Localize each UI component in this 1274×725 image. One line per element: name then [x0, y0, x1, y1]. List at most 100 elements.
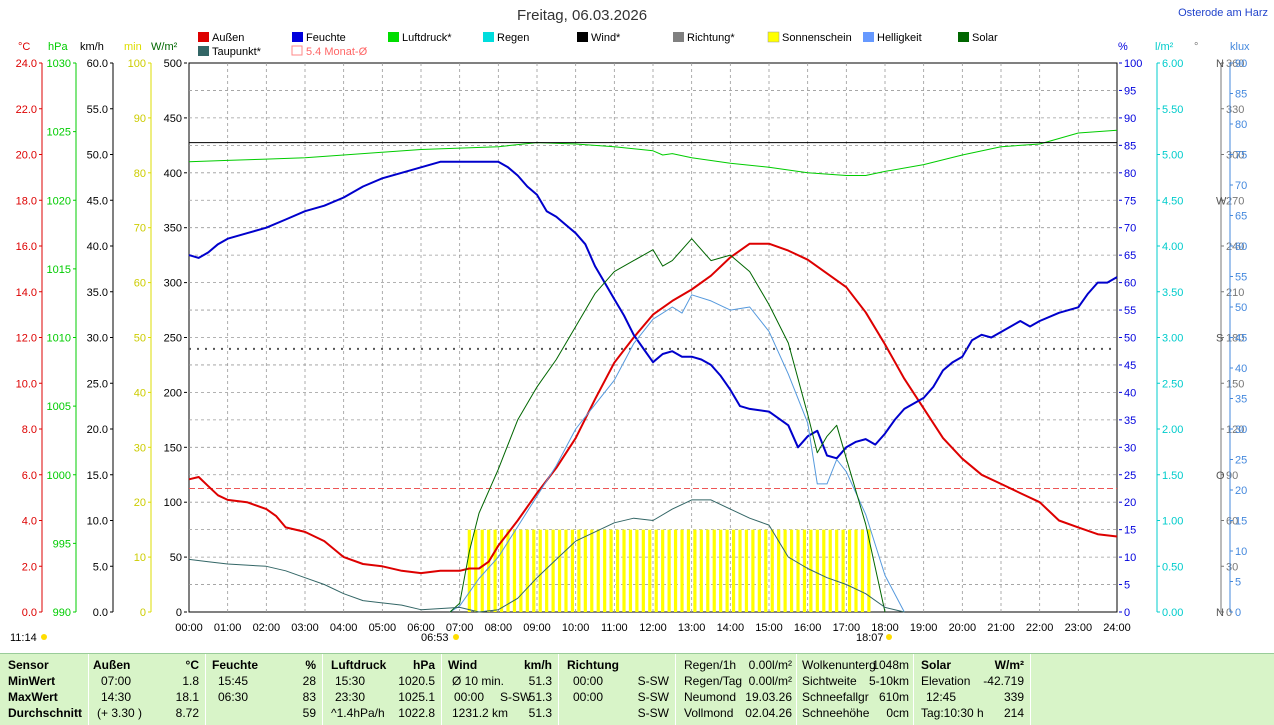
axis-label-wind: 25.0 [87, 378, 108, 390]
sunshine-bar [764, 529, 768, 612]
axis-label-wind: 10.0 [87, 516, 108, 528]
wind-distance: 1231.2 km [452, 706, 509, 720]
axis-label-wind: 50.0 [87, 150, 108, 162]
solar-header: Solar [921, 658, 952, 672]
axis-label-rain: 2.50 [1162, 378, 1183, 390]
sichtweite-value: 5-10km [868, 674, 909, 688]
axis-label-temp: 2.0 [22, 561, 37, 573]
axis-label-sun: 0 [140, 607, 146, 619]
sunshine-bar [757, 529, 761, 612]
axis-label-direction: 0 [1226, 607, 1232, 619]
vollmond-label: Vollmond [684, 706, 734, 720]
axis-label-humidity: 15 [1124, 525, 1136, 537]
summary-feuchte: Feuchte % 15:45 28 06:30 83 59 [206, 654, 322, 725]
unit-temp: °C [18, 41, 30, 53]
summary-aussen: Außen °C 07:00 1.8 14:30 18.1 (+ 3.30 ) … [89, 654, 205, 725]
axes: 0.0 2.0 4.0 6.0 8.0 10.0 12.0 14.0 16.0 18.0 20.0 2… [16, 58, 1248, 619]
time-tick-label: 19:00 [910, 622, 938, 634]
axis-compass-label: W [1216, 195, 1227, 207]
axis-label-lux: 40 [1235, 363, 1247, 375]
sunshine-bar [648, 529, 652, 612]
axis-label-temp: 18.0 [16, 195, 37, 207]
axis-label-rain: 1.50 [1162, 470, 1183, 482]
sunshine-bar [590, 529, 594, 612]
axis-label-rain: 6.00 [1162, 58, 1183, 70]
axis-label-wind: 40.0 [87, 241, 108, 253]
axis-label-sun: 100 [128, 58, 146, 70]
time-tick-label: 21:00 [987, 622, 1015, 634]
feuchte-min-value: 28 [302, 674, 316, 688]
axis-label-wind: 0.0 [93, 607, 108, 619]
feuchte-avg-value: 59 [302, 706, 316, 720]
axis-label-wind: 55.0 [87, 104, 108, 116]
sunshine-bar [545, 529, 549, 612]
sunshine-bar [828, 529, 832, 612]
axis-label-rain: 3.50 [1162, 287, 1183, 299]
axis-label-lux: 70 [1235, 180, 1247, 192]
series-line-luftdruck [188, 129, 1118, 176]
legend-swatch-helligkeit [863, 32, 874, 42]
time-tick-label: 08:00 [485, 622, 513, 634]
solar-unit: W/m² [994, 658, 1024, 672]
sunshine-bar [596, 529, 600, 612]
axis-label-temp: 22.0 [16, 104, 37, 116]
sunset-icon [886, 634, 892, 640]
axis-label-lux: 85 [1235, 89, 1247, 101]
sensor-row-avg: Durchschnitt [8, 706, 83, 720]
axis-label-humidity: 45 [1124, 360, 1136, 372]
chart-title: Freitag, 06.03.2026 [517, 7, 647, 24]
axis-label-solar: 250 [164, 333, 182, 345]
axis-label-humidity: 10 [1124, 552, 1136, 564]
series-line-auen [188, 242, 1118, 575]
luftdruck-min-value: 1020.5 [398, 674, 435, 688]
wolkenunterg-value: 1048m [872, 658, 909, 672]
axis-label-wind: 60.0 [87, 58, 108, 70]
time-tick-label: 00:00 [175, 622, 203, 634]
axis-label-temp: 0.0 [22, 607, 37, 619]
axis-label-lux: 0 [1235, 607, 1241, 619]
sunshine-bar [809, 529, 813, 612]
richtung-min-value: S-SW [637, 674, 669, 688]
legend-swatch-luftdruck [388, 32, 399, 42]
sunshine-bar [538, 529, 542, 612]
summary-panel: Sensor MinWert MaxWert Durchschnitt Auße… [0, 653, 1274, 725]
sunshine-bar [551, 529, 555, 612]
sunshine-bar [583, 529, 587, 612]
time-tick-label: 04:00 [330, 622, 358, 634]
sunshine-bar [499, 529, 504, 612]
sunshine-bar [725, 529, 729, 612]
axis-label-pressure: 1025 [47, 127, 71, 139]
axis-label-humidity: 55 [1124, 305, 1136, 317]
wind-header: Wind [448, 658, 478, 672]
axis-label-humidity: 90 [1124, 113, 1136, 125]
elevation-value: -42.719 [983, 674, 1024, 688]
series-line-helligkeit [449, 294, 905, 613]
aussen-header: Außen [93, 658, 131, 672]
unit-humidity: % [1118, 41, 1128, 53]
luftdruck-min-time: 15:30 [335, 674, 366, 688]
axis-label-lux: 35 [1235, 394, 1247, 406]
axis-label-temp: 14.0 [16, 287, 37, 299]
axis-label-solar: 500 [164, 58, 182, 70]
axis-label-pressure: 1005 [47, 401, 71, 413]
legend-swatch-wind [577, 32, 588, 42]
vollmond-value: 02.04.26 [745, 706, 792, 720]
sichtweite-label: Sichtweite [802, 674, 857, 688]
legend-label-richtung: Richtung* [687, 32, 735, 44]
axis-label-direction: 90 [1226, 470, 1238, 482]
regen-tag-value: 0.00l/m² [748, 674, 792, 688]
sunshine-bar [783, 529, 787, 612]
axis-compass-label: S [1216, 333, 1223, 345]
sunrise-icon [453, 634, 459, 640]
axis-label-humidity: 0 [1124, 607, 1130, 619]
sunshine-bar [564, 529, 568, 612]
luftdruck-max-value: 1025.1 [398, 690, 435, 704]
axis-label-wind: 5.0 [93, 561, 108, 573]
axis-label-pressure: 1030 [47, 58, 71, 70]
axis-label-humidity: 40 [1124, 387, 1136, 399]
axis-label-direction: 360 [1226, 58, 1244, 70]
axis-compass-label: N [1216, 58, 1224, 70]
regen-1h-label: Regen/1h [684, 658, 737, 672]
time-tick-label: 17:00 [833, 622, 861, 634]
axis-label-sun: 30 [134, 442, 146, 454]
